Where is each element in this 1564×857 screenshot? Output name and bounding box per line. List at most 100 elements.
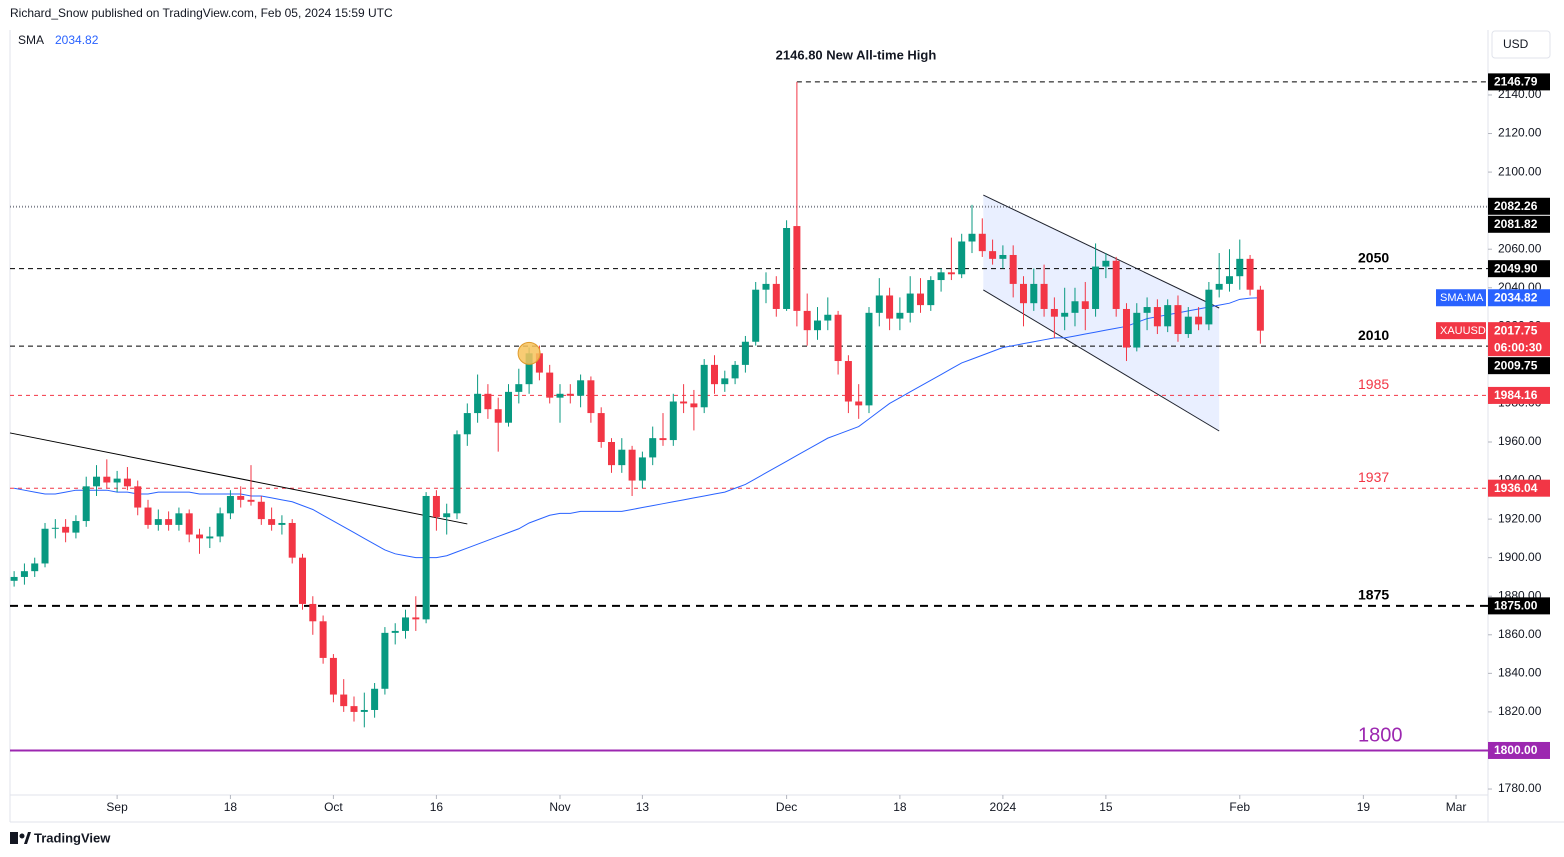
footer-logo: [10, 832, 31, 844]
candle-body: [752, 289, 760, 342]
candle-body: [309, 603, 317, 622]
candle-body: [1061, 312, 1069, 317]
candle-body: [113, 478, 121, 483]
candle-body: [865, 312, 873, 406]
level-price-box: [1488, 386, 1550, 404]
candle-body: [638, 457, 646, 481]
level-price-box: [1488, 260, 1550, 278]
candle-body: [226, 495, 234, 514]
candle-body: [1205, 289, 1213, 325]
sma-price-box: [1488, 289, 1550, 307]
candle-body: [1184, 316, 1192, 335]
candle-body: [463, 413, 471, 435]
y-tick-label: 1840.00: [1498, 666, 1542, 680]
candle-body: [402, 617, 410, 631]
y-tick-label: 1860.00: [1498, 627, 1542, 641]
candle-body: [989, 251, 997, 259]
candle-body: [196, 534, 204, 539]
candle-body: [927, 280, 935, 306]
candle-body: [968, 233, 976, 242]
candle-body: [1040, 283, 1048, 309]
candle-body: [123, 478, 131, 487]
candle-body: [525, 353, 533, 385]
candle-body: [793, 226, 801, 311]
level-price-box-label: 1936.04: [1494, 481, 1538, 495]
candle-body: [556, 393, 564, 398]
candle-body: [216, 513, 224, 537]
candle-body: [721, 378, 729, 385]
candle-body: [710, 364, 718, 385]
x-tick-label: Sep: [106, 800, 128, 814]
x-tick-label: 13: [636, 800, 650, 814]
sma-price-box-label: 2034.82: [1494, 290, 1538, 304]
candle-body: [886, 295, 894, 319]
candle-body: [875, 295, 883, 313]
candle-body: [916, 293, 924, 306]
legend-sma-name: SMA: [18, 33, 44, 47]
level-price-box-label: 2049.90: [1494, 261, 1538, 275]
y-tick-label: 2060.00: [1498, 241, 1542, 255]
candle-body: [1215, 283, 1223, 290]
candle-body: [185, 513, 193, 535]
y-tick-label: 2100.00: [1498, 164, 1542, 178]
candle-body: [1122, 308, 1130, 348]
x-tick-label: 2024: [990, 800, 1017, 814]
candle-body: [1143, 307, 1151, 313]
level-price-box-label: 2009.75: [1494, 358, 1538, 372]
trendline: [983, 289, 1220, 432]
candle-body: [371, 688, 379, 710]
candle-body: [649, 438, 657, 458]
candle-body: [1081, 301, 1089, 309]
candle-body: [1030, 283, 1038, 304]
candle-body: [505, 391, 513, 423]
candle-body: [72, 521, 80, 533]
candle-body: [731, 364, 739, 379]
level-price-box: [1488, 215, 1550, 233]
candle-body: [10, 576, 18, 581]
footer-brand: TradingView: [34, 830, 111, 845]
candle-body: [855, 401, 863, 406]
y-tick-label: 1780.00: [1498, 781, 1542, 795]
level-price-box: [1488, 73, 1550, 91]
candle-body: [474, 393, 482, 414]
candle-body: [566, 393, 574, 396]
x-tick-label: Mar: [1446, 800, 1467, 814]
candle-body: [999, 254, 1007, 259]
candle-body: [278, 522, 286, 525]
trendline: [983, 194, 1220, 309]
candle-body: [360, 709, 368, 712]
y-tick-label: 1920.00: [1498, 511, 1542, 525]
level-annotation: 1875: [1358, 587, 1389, 603]
currency-button[interactable]: [1491, 30, 1551, 59]
candle-body: [607, 441, 615, 466]
candle-body: [299, 557, 307, 604]
candle-body: [1009, 254, 1017, 284]
x-tick-label: Oct: [324, 800, 343, 814]
candle-body: [1112, 260, 1120, 309]
candle-body: [93, 476, 101, 487]
candle-body: [597, 413, 605, 442]
candle-body: [577, 380, 585, 396]
level-price-box-label: 1800.00: [1494, 743, 1538, 757]
candle-body: [1071, 301, 1079, 313]
level-price-box: [1488, 197, 1550, 215]
currency: USD: [1503, 37, 1529, 51]
candle-body: [700, 364, 708, 408]
candle-body: [741, 341, 749, 365]
candle-body: [41, 528, 49, 564]
sma-price-box-tag-label: SMA:MA: [1440, 292, 1484, 304]
y-tick-label: 1960.00: [1498, 434, 1542, 448]
candle-body: [772, 283, 780, 309]
x-tick-label: Dec: [776, 800, 797, 814]
candle-body: [484, 393, 492, 410]
candle-body: [62, 526, 70, 533]
candle-body: [1174, 305, 1182, 335]
x-tick-label: 19: [1357, 800, 1371, 814]
candle-body: [1195, 316, 1203, 325]
candle-body: [659, 438, 667, 441]
candle-body: [783, 227, 791, 309]
x-tick-label: Nov: [549, 800, 570, 814]
